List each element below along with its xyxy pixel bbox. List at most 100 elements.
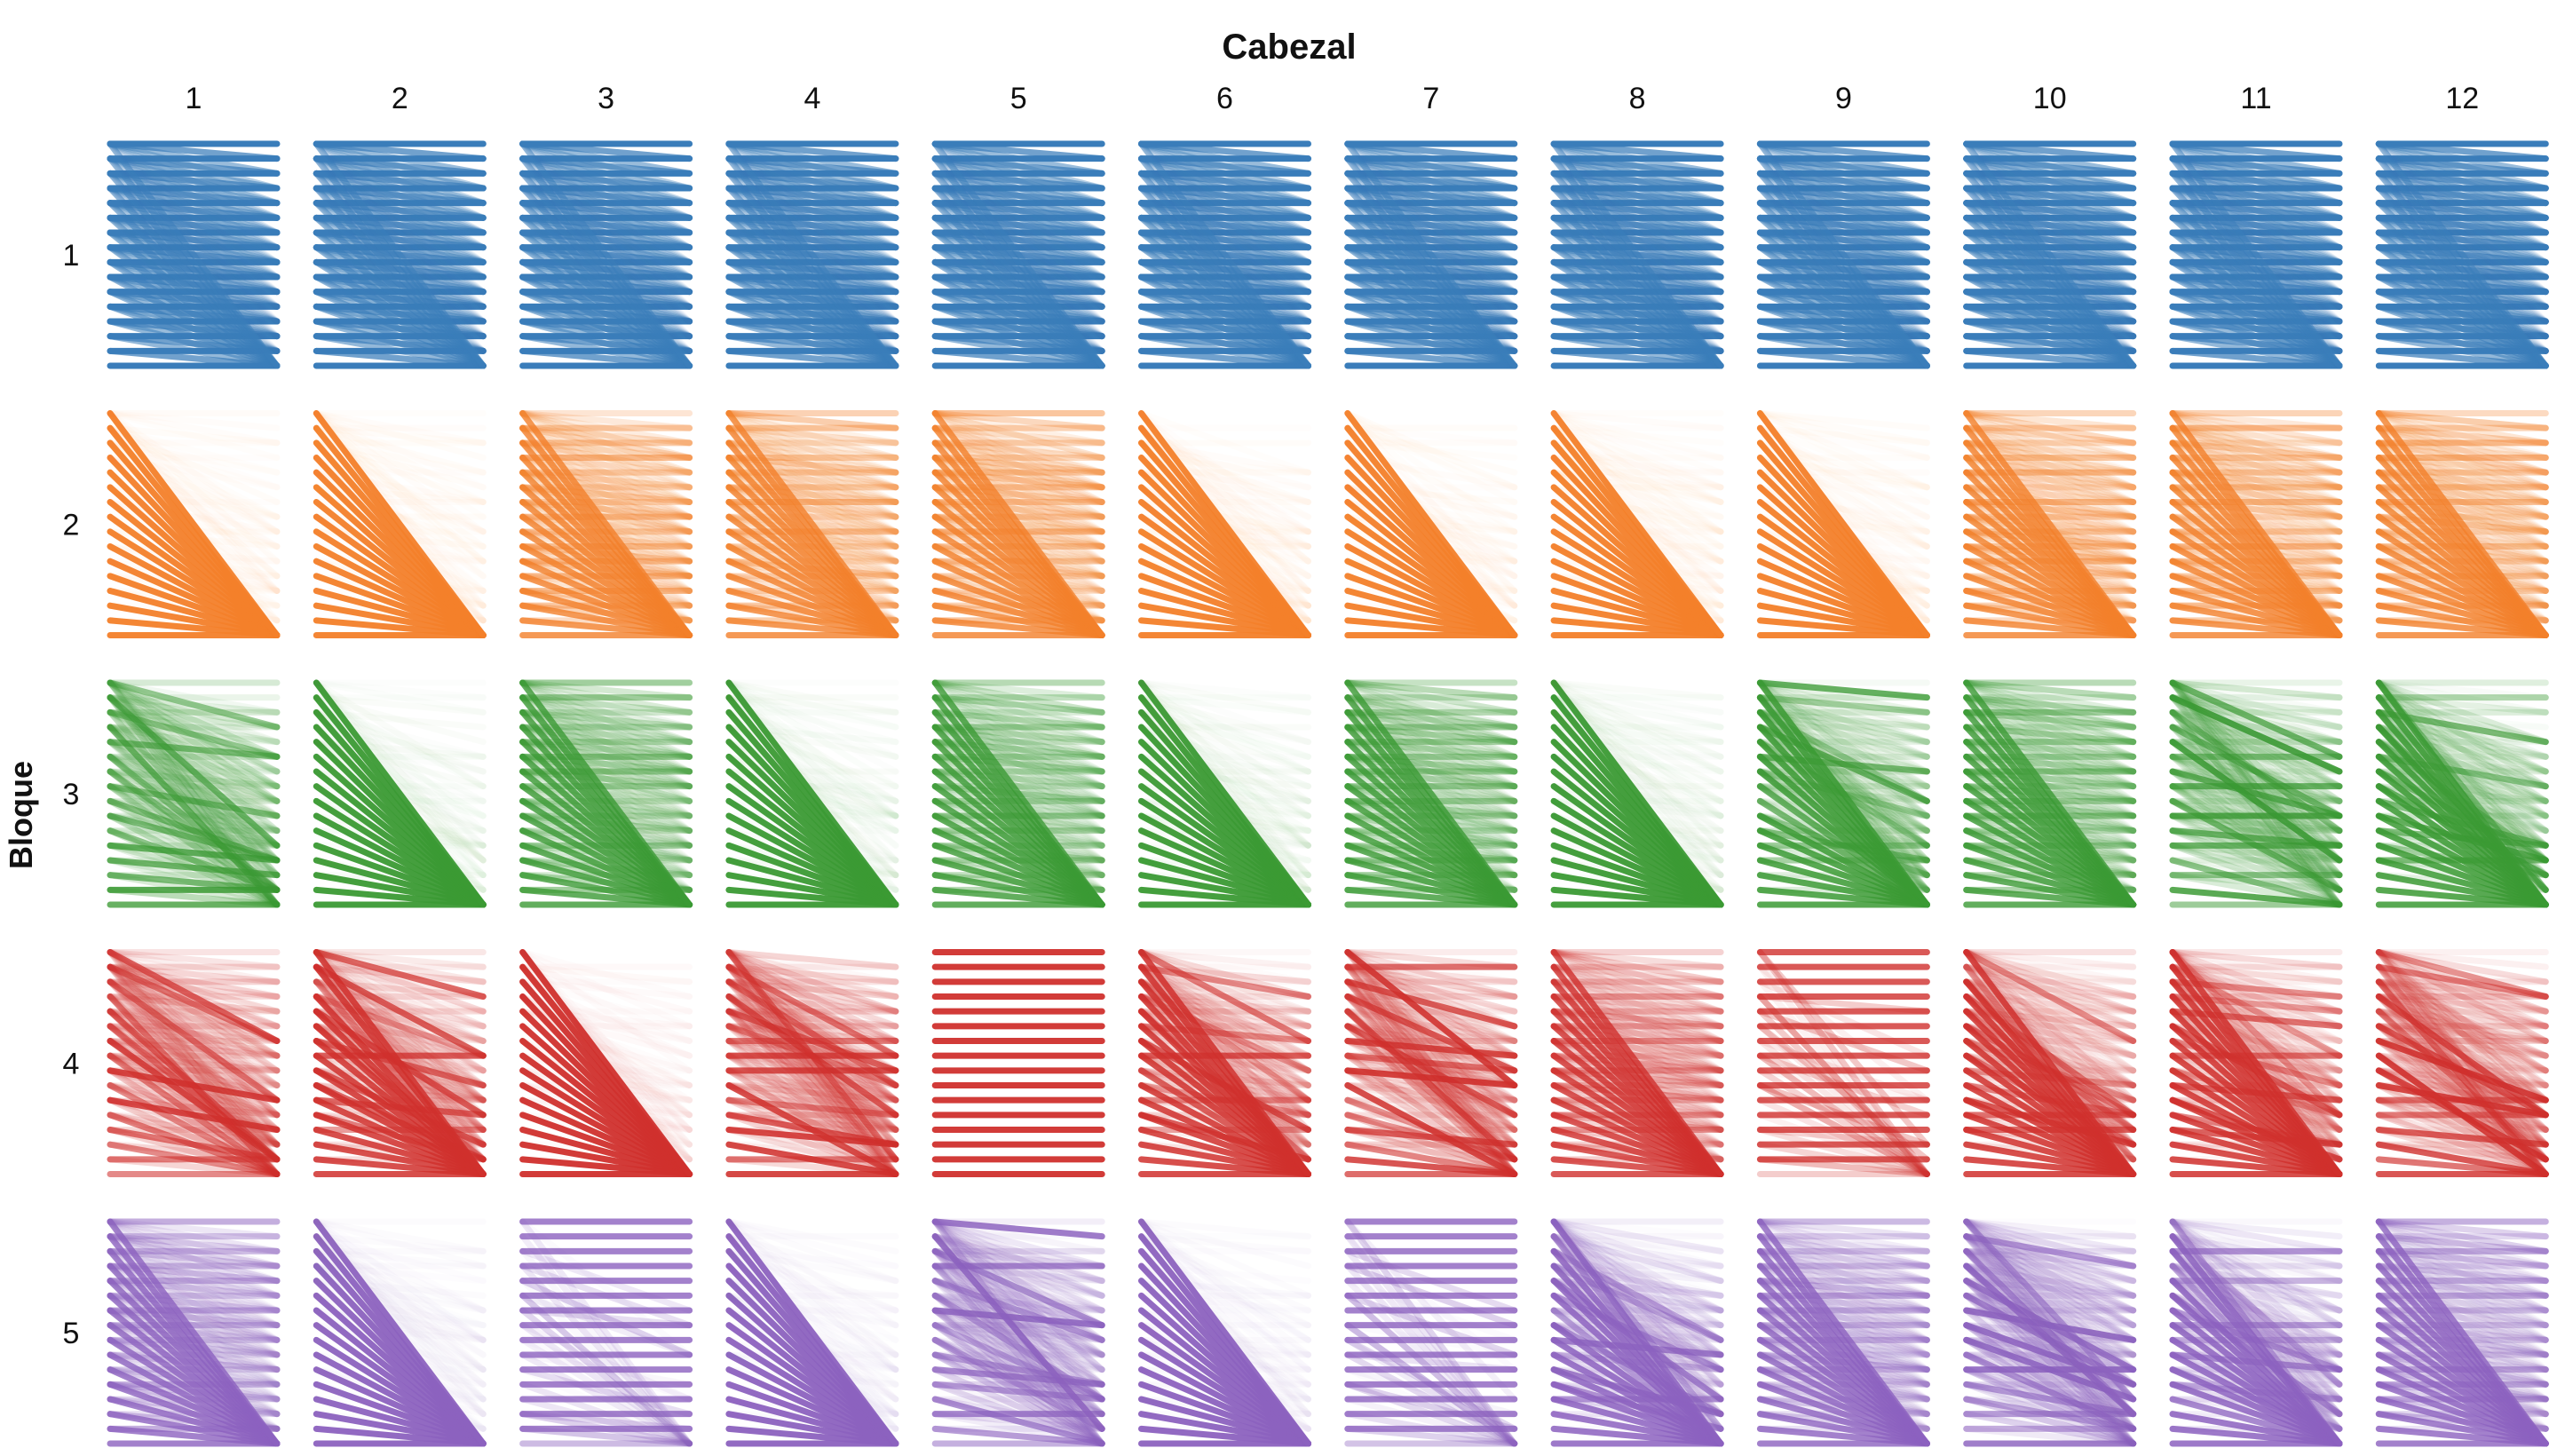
attention-line [1963,410,2137,638]
attention-line [2169,410,2343,431]
attention-line [107,724,281,775]
attention-line [1344,155,1518,251]
attention-line [931,679,1105,775]
attention-line [2169,694,2343,775]
attention-line [1756,140,1930,221]
attention-line [1550,140,1724,281]
panel-block-4-head-5 [931,949,1105,1177]
attention-line [1344,739,1518,790]
attention-line [931,679,1105,908]
attention-line [725,155,899,251]
attention-line [1756,679,1930,775]
attention-line [107,679,281,879]
panel-block-1-head-6 [1138,140,1311,369]
attention-line [2169,469,2343,520]
attention-line [931,410,1105,520]
attention-line [931,424,1105,520]
attention-line [2169,679,2343,849]
attention-line [313,155,487,251]
attention-line [1344,694,1518,760]
attention-line [931,140,1105,236]
attention-line [2169,499,2343,520]
attention-line [1344,694,1518,790]
attention-line [931,155,1105,221]
attention-line [2375,410,2549,476]
attention-line [2169,708,2343,819]
attention-line [1344,679,1518,804]
attention-line [519,469,693,520]
attention-line [519,410,693,431]
attention-line [1963,679,2137,804]
attention-line [2375,155,2549,221]
attention-line [725,424,899,505]
attention-line [1963,200,2137,265]
attention-line [2169,185,2343,265]
attention-line [519,410,693,491]
attention-line [2169,708,2343,908]
attention-line [2169,753,2343,908]
attention-line [1963,694,2137,731]
attention-line [107,842,281,864]
attention-line [1344,694,1518,746]
panel-block-1-head-12 [2375,140,2549,369]
attention-line [107,812,281,908]
attention-line [2169,140,2343,369]
attention-line [1963,424,2137,491]
attention-line [1550,155,1724,236]
attention-line [931,694,1105,760]
attention-line [931,484,1105,520]
attention-line [1550,140,1724,221]
attention-line [2375,140,2549,369]
attention-line [107,1082,281,1133]
attention-line [2169,200,2343,265]
attention-line [1344,679,1518,760]
attention-line [1963,469,2137,535]
attention-line [2169,679,2343,864]
attention-line [2169,768,2343,864]
column-tick-labels: 1 2 3 4 5 6 7 8 9 10 11 12 [186,82,2480,115]
panel-block-3-head-1 [107,679,281,908]
attention-line [1963,679,2137,908]
attention-line [1344,679,1518,908]
attention-line [931,499,1105,535]
attention-line [725,455,899,535]
attention-line [519,694,693,746]
attention-line [107,753,281,819]
attention-line [725,410,899,461]
attention-line [931,753,1105,804]
attention-line [1756,679,1930,864]
column-tick-label: 5 [1010,82,1027,115]
attention-line [1963,484,2137,535]
panel-block-3-head-5 [931,679,1105,908]
attention-line [107,185,281,265]
attention-line [2169,694,2343,804]
attention-line [313,200,487,265]
attention-line [931,469,1105,535]
panel-block-4-head-7 [1344,949,1518,1177]
attention-line [2169,694,2343,879]
attention-line [931,679,1105,790]
attention-line [2375,679,2549,893]
attention-line [107,724,281,908]
attention-line [725,185,899,265]
attention-line [107,679,281,804]
attention-line [1963,724,2137,804]
panel-block-3-head-12 [2375,679,2549,908]
attention-line [519,155,693,236]
column-tick-label: 8 [1629,82,1646,115]
attention-line [2169,827,2343,908]
attention-line [107,739,281,879]
attention-line [2375,499,2549,520]
attention-line [2169,140,2343,251]
attention-line [2169,679,2343,819]
attention-line [2375,679,2549,760]
attention-line [1138,155,1311,221]
attention-line [107,724,281,804]
row-tick-label: 2 [63,509,80,542]
attention-line [519,155,693,251]
attention-line [2169,797,2343,864]
panel-block-3-head-9 [1756,679,1930,908]
attention-line [2375,753,2549,790]
attention-line [1963,140,2137,221]
attention-line [1963,140,2137,265]
